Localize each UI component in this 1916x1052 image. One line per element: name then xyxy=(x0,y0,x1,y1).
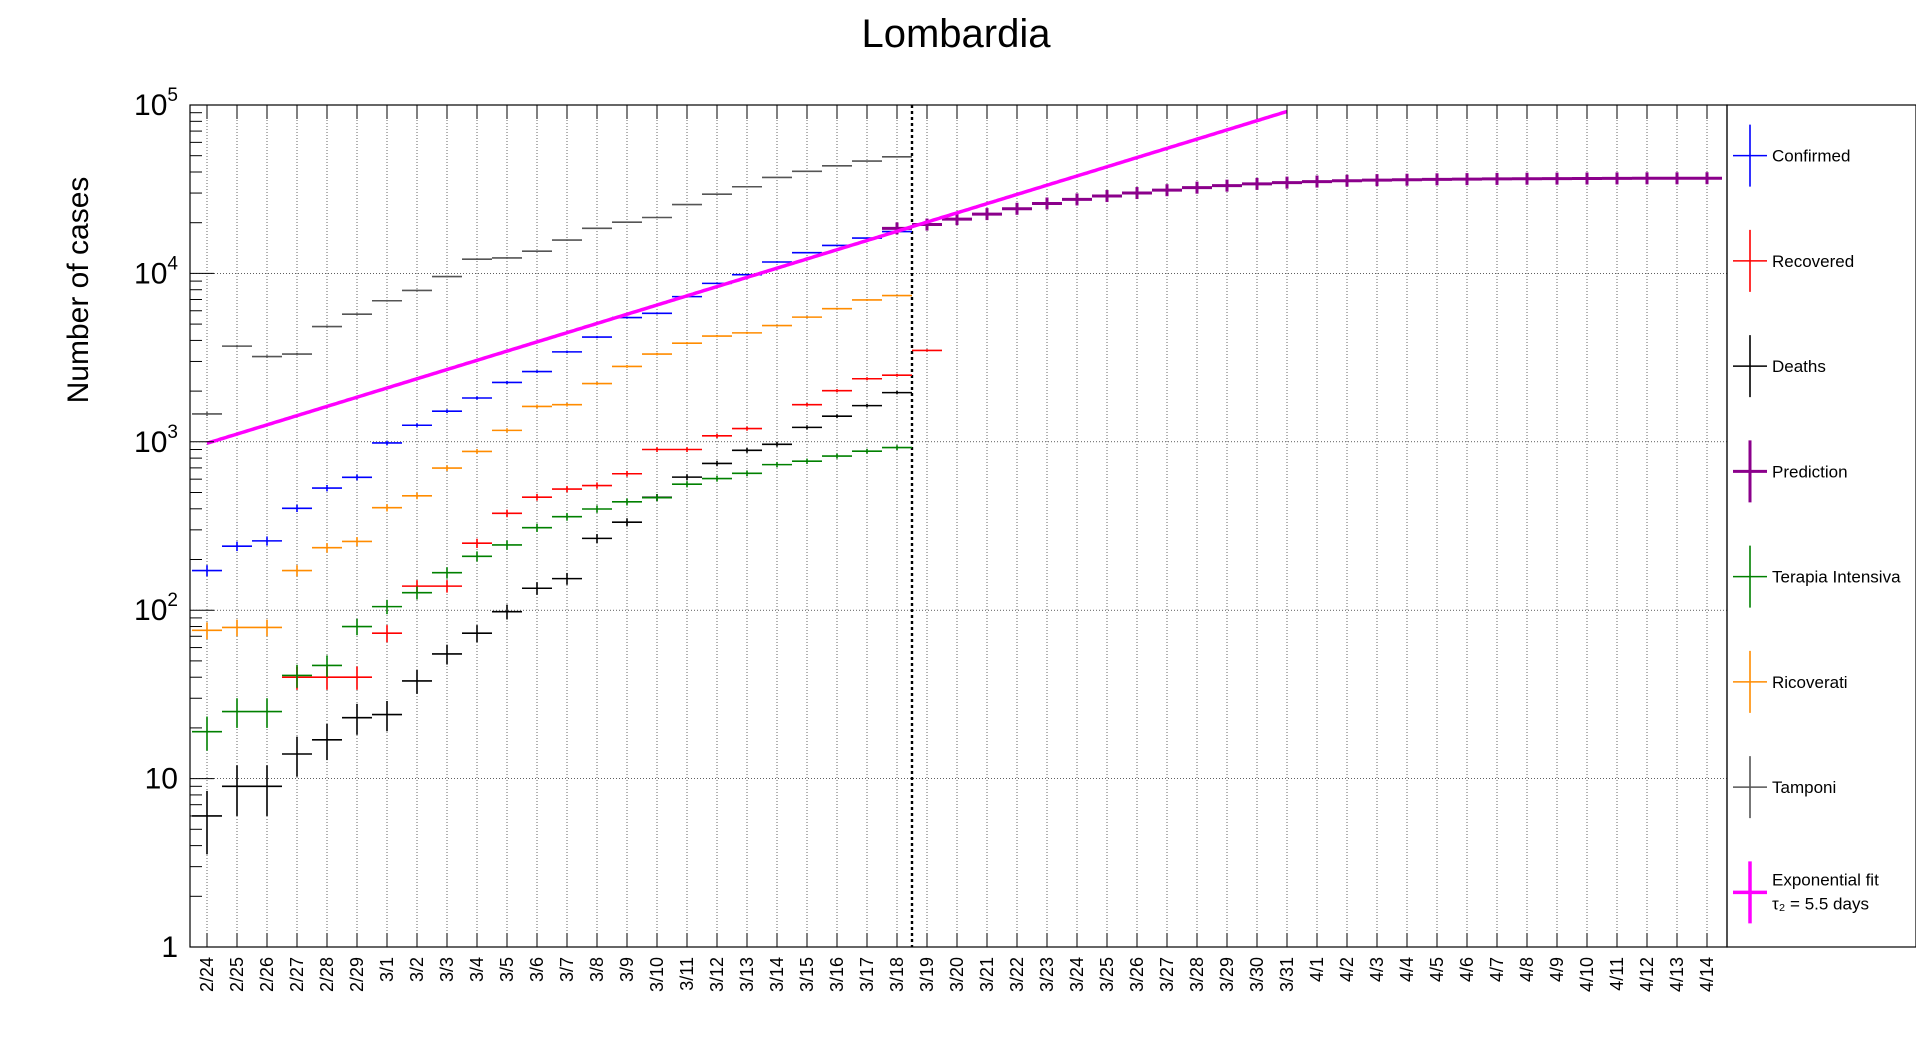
x-tick-label: 3/31 xyxy=(1277,957,1297,992)
x-tick-label: 3/21 xyxy=(977,957,997,992)
y-tick-label: 102 xyxy=(134,590,178,627)
legend-entry: Terapia Intensiva xyxy=(1733,545,1901,608)
x-tick-label: 3/8 xyxy=(587,957,607,982)
x-tick-label: 3/1 xyxy=(377,957,397,982)
x-tick-label: 4/11 xyxy=(1607,957,1627,991)
x-tick-label: 3/9 xyxy=(617,957,637,982)
x-tick-label: 3/30 xyxy=(1247,957,1267,992)
y-tick-label: 10 xyxy=(145,763,178,796)
x-tick-label: 4/14 xyxy=(1697,957,1717,992)
legend-label: Prediction xyxy=(1772,462,1848,481)
legend-label: Terapia Intensiva xyxy=(1772,568,1901,587)
legend-label: Deaths xyxy=(1772,357,1826,376)
x-tick-label: 2/28 xyxy=(317,957,337,992)
series-recovered xyxy=(282,349,942,690)
series-layer xyxy=(192,109,1722,855)
x-tick-label: 4/1 xyxy=(1307,957,1327,982)
legend-entry: Confirmed xyxy=(1733,124,1850,187)
x-tick-label: 3/12 xyxy=(707,957,727,992)
x-tick-label: 2/26 xyxy=(257,957,277,992)
x-tick-label: 3/7 xyxy=(557,957,577,982)
legend-entry: Exponential fit τ₂ = 5.5 days xyxy=(1733,861,1879,924)
y-tick-label: 1 xyxy=(161,931,178,964)
x-tick-label: 4/4 xyxy=(1397,957,1417,982)
legend-entry: Recovered xyxy=(1733,229,1854,292)
x-tick-label: 3/13 xyxy=(737,957,757,992)
legend-entry: Ricoverati xyxy=(1733,650,1848,713)
x-tick-label: 3/4 xyxy=(467,957,487,982)
legend-label: Ricoverati xyxy=(1772,673,1848,692)
x-tick-label: 4/6 xyxy=(1457,957,1477,982)
x-tick-label: 4/12 xyxy=(1637,957,1657,992)
chart-title: Lombardia xyxy=(861,12,1051,56)
x-tick-label: 3/5 xyxy=(497,957,517,982)
series-terapia-intensiva xyxy=(192,445,912,751)
legend-label: Confirmed xyxy=(1772,147,1850,166)
x-axis: 2/24 2/25 2/26 2/27 2/28 2/29 3/1 3/2 3/3 3/4 3/5 3… xyxy=(197,105,1717,992)
legend-box xyxy=(1726,104,1916,948)
x-tick-label: 3/25 xyxy=(1097,957,1117,992)
legend-label: τ₂ = 5.5 days xyxy=(1772,894,1869,913)
x-tick-label: 3/24 xyxy=(1067,957,1087,992)
legend-label: Recovered xyxy=(1772,252,1854,271)
plot-frame xyxy=(189,104,1728,948)
x-tick-label: 2/29 xyxy=(347,957,367,992)
series-ricoverati xyxy=(192,294,912,640)
x-tick-label: 3/18 xyxy=(887,957,907,992)
x-tick-label: 4/8 xyxy=(1517,957,1537,982)
x-tick-label: 3/17 xyxy=(857,957,877,992)
grid xyxy=(190,105,1727,947)
y-tick-label: 104 xyxy=(134,253,178,290)
x-tick-label: 4/7 xyxy=(1487,957,1507,982)
series-prediction xyxy=(882,172,1722,235)
x-tick-label: 3/19 xyxy=(917,957,937,992)
x-tick-label: 3/27 xyxy=(1157,957,1177,992)
x-tick-label: 2/27 xyxy=(287,957,307,992)
legend: Confirmed Recovered Deaths Prediction Terapi… xyxy=(1733,124,1901,924)
x-tick-label: 3/23 xyxy=(1037,957,1057,992)
x-tick-label: 3/20 xyxy=(947,957,967,992)
x-tick-label: 3/3 xyxy=(437,957,457,982)
x-tick-label: 4/3 xyxy=(1367,957,1387,982)
x-tick-label: 4/10 xyxy=(1577,957,1597,992)
x-tick-label: 2/25 xyxy=(227,957,247,992)
x-tick-label: 3/26 xyxy=(1127,957,1147,992)
fit-line xyxy=(206,109,1288,445)
y-axis: 1 10 102 103 104 105 xyxy=(134,85,214,964)
legend-entry: Tamponi xyxy=(1733,756,1836,819)
x-tick-label: 4/2 xyxy=(1337,957,1357,982)
legend-entry: Prediction xyxy=(1733,440,1848,503)
x-tick-label: 3/6 xyxy=(527,957,547,982)
legend-label: Exponential fit xyxy=(1772,870,1879,889)
x-tick-label: 3/16 xyxy=(827,957,847,992)
y-axis-label: Number of cases xyxy=(62,177,95,404)
x-tick-label: 3/2 xyxy=(407,957,427,982)
x-tick-label: 3/10 xyxy=(647,957,667,992)
x-tick-label: 3/28 xyxy=(1187,957,1207,992)
x-tick-label: 4/5 xyxy=(1427,957,1447,982)
series-tamponi xyxy=(192,155,912,416)
series-confirmed xyxy=(192,230,912,577)
legend-entry: Deaths xyxy=(1733,335,1826,398)
x-tick-label: 3/14 xyxy=(767,957,787,992)
y-tick-label: 103 xyxy=(134,422,178,459)
x-tick-label: 3/29 xyxy=(1217,957,1237,992)
x-tick-label: 4/9 xyxy=(1547,957,1567,982)
legend-label: Tamponi xyxy=(1772,778,1836,797)
x-tick-label: 4/13 xyxy=(1667,957,1687,992)
x-tick-label: 3/22 xyxy=(1007,957,1027,992)
x-tick-label: 3/11 xyxy=(677,957,697,991)
x-tick-label: 2/24 xyxy=(197,957,217,992)
x-tick-label: 3/15 xyxy=(797,957,817,992)
y-tick-label: 105 xyxy=(134,85,178,122)
